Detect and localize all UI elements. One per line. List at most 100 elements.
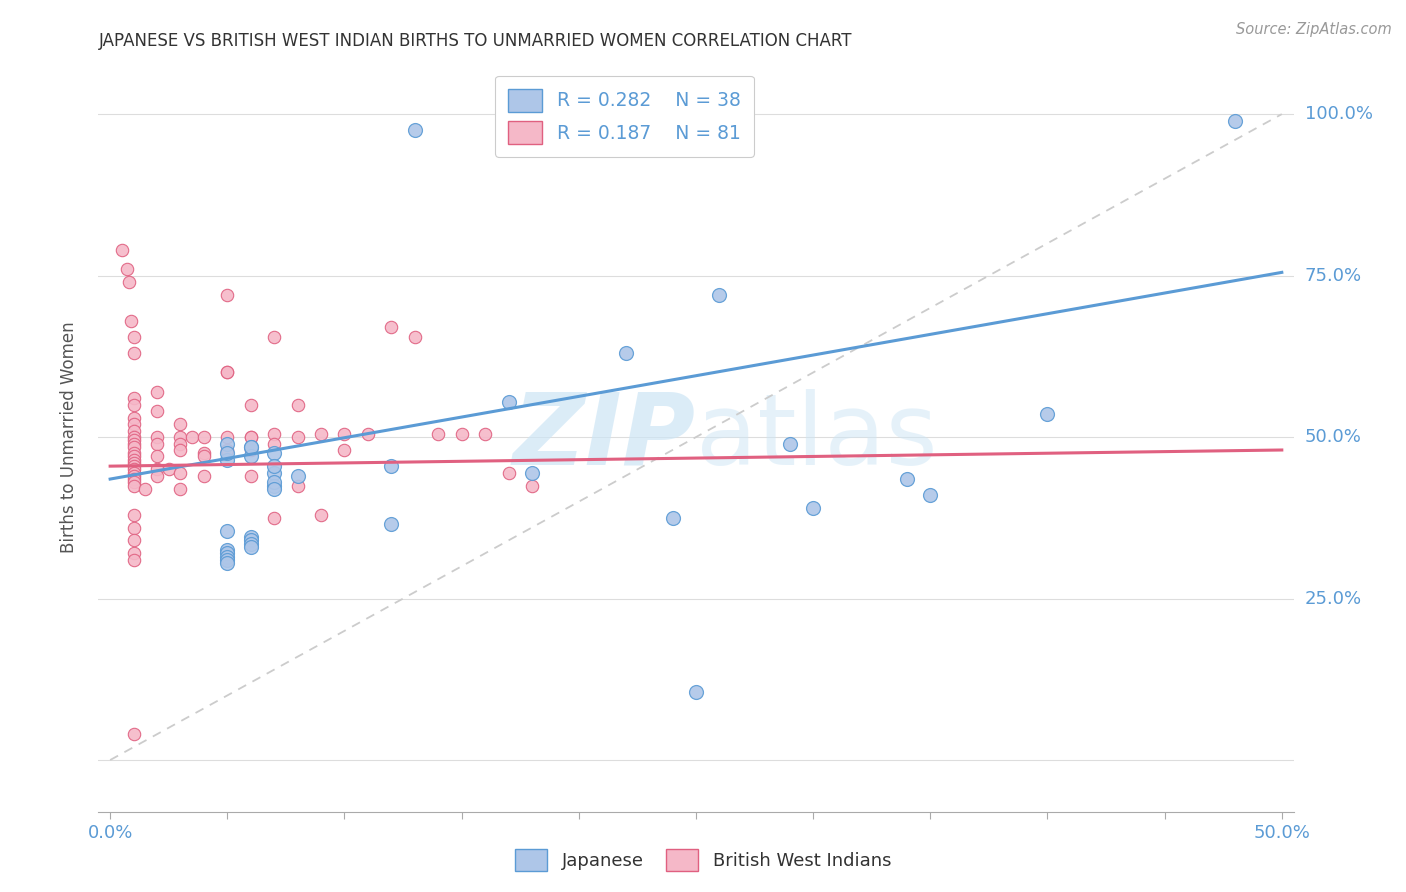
Point — [169, 436, 191, 450]
Point — [239, 468, 262, 483]
Point — [217, 452, 239, 467]
Point — [122, 434, 145, 448]
Point — [263, 459, 285, 474]
Text: 75.0%: 75.0% — [1305, 267, 1362, 285]
Point — [614, 346, 637, 360]
Point — [263, 478, 285, 492]
Point — [380, 517, 402, 532]
Point — [122, 520, 145, 534]
Point — [115, 262, 138, 277]
Text: JAPANESE VS BRITISH WEST INDIAN BIRTHS TO UNMARRIED WOMEN CORRELATION CHART: JAPANESE VS BRITISH WEST INDIAN BIRTHS T… — [98, 32, 852, 50]
Point — [169, 466, 191, 480]
Point — [263, 482, 285, 496]
Text: Source: ZipAtlas.com: Source: ZipAtlas.com — [1236, 22, 1392, 37]
Point — [122, 450, 145, 464]
Point — [122, 546, 145, 560]
Point — [709, 288, 731, 302]
Point — [404, 123, 426, 137]
Point — [193, 446, 215, 460]
Point — [474, 426, 496, 441]
Point — [357, 426, 380, 441]
Point — [122, 398, 145, 412]
Point — [146, 450, 169, 464]
Point — [122, 417, 145, 432]
Point — [118, 275, 141, 289]
Point — [134, 482, 156, 496]
Point — [309, 508, 332, 522]
Point — [263, 466, 285, 480]
Point — [122, 727, 145, 741]
Point — [287, 430, 309, 444]
Point — [801, 501, 824, 516]
Text: 50.0%: 50.0% — [1305, 428, 1361, 446]
Point — [333, 442, 356, 457]
Point — [263, 426, 285, 441]
Point — [263, 436, 285, 450]
Point — [380, 459, 402, 474]
Point — [217, 446, 239, 460]
Point — [239, 430, 262, 444]
Point — [287, 478, 309, 492]
Y-axis label: Births to Unmarried Women: Births to Unmarried Women — [59, 321, 77, 553]
Point — [380, 320, 402, 334]
Point — [217, 436, 239, 450]
Point — [193, 468, 215, 483]
Point — [122, 553, 145, 567]
Point — [193, 430, 215, 444]
Point — [122, 330, 145, 344]
Point — [122, 459, 145, 474]
Point — [181, 430, 204, 444]
Point — [169, 482, 191, 496]
Point — [122, 468, 145, 483]
Point — [122, 452, 145, 467]
Point — [779, 436, 801, 450]
Point — [122, 430, 145, 444]
Point — [122, 508, 145, 522]
Point — [263, 446, 285, 460]
Point — [217, 556, 239, 570]
Point — [287, 398, 309, 412]
Point — [239, 530, 262, 544]
Point — [896, 472, 918, 486]
Point — [122, 456, 145, 470]
Point — [520, 466, 543, 480]
Point — [146, 430, 169, 444]
Point — [217, 546, 239, 560]
Point — [122, 462, 145, 476]
Point — [920, 488, 942, 502]
Point — [333, 426, 356, 441]
Legend: Japanese, British West Indians: Japanese, British West Indians — [508, 842, 898, 879]
Text: 100.0%: 100.0% — [1305, 105, 1372, 123]
Text: ZIP: ZIP — [513, 389, 696, 485]
Point — [111, 243, 134, 257]
Point — [217, 430, 239, 444]
Point — [287, 468, 309, 483]
Point — [239, 440, 262, 454]
Point — [217, 288, 239, 302]
Point — [122, 346, 145, 360]
Point — [122, 466, 145, 480]
Point — [122, 533, 145, 548]
Point — [122, 410, 145, 425]
Point — [263, 330, 285, 344]
Point — [122, 440, 145, 454]
Point — [498, 466, 520, 480]
Point — [146, 384, 169, 399]
Point — [193, 450, 215, 464]
Point — [217, 524, 239, 538]
Point — [169, 430, 191, 444]
Point — [239, 540, 262, 554]
Point — [239, 440, 262, 454]
Point — [146, 404, 169, 418]
Point — [498, 394, 520, 409]
Point — [217, 553, 239, 567]
Point — [427, 426, 450, 441]
Point — [1223, 113, 1246, 128]
Point — [239, 430, 262, 444]
Point — [520, 478, 543, 492]
Point — [122, 478, 145, 492]
Point — [239, 536, 262, 550]
Point — [661, 511, 683, 525]
Text: 25.0%: 25.0% — [1305, 590, 1362, 607]
Point — [239, 533, 262, 548]
